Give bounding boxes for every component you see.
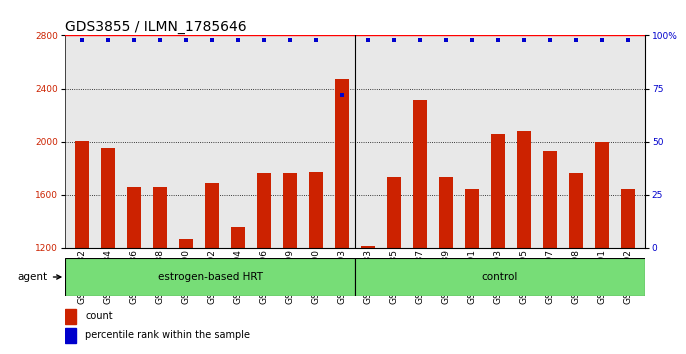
Bar [355, 258, 645, 296]
Bar [153, 187, 167, 354]
Bar [283, 173, 297, 354]
Bar [127, 187, 141, 354]
Bar [621, 189, 635, 354]
Point [493, 37, 504, 42]
Bar [205, 183, 220, 354]
Bar [465, 189, 479, 354]
Text: agent: agent [18, 272, 61, 282]
Point [545, 37, 556, 42]
Bar [179, 239, 193, 354]
Text: GDS3855 / ILMN_1785646: GDS3855 / ILMN_1785646 [65, 21, 247, 34]
Bar [387, 177, 401, 354]
Point [128, 37, 139, 42]
Point [180, 37, 191, 42]
Point [285, 37, 296, 42]
Point [77, 37, 88, 42]
Point [571, 37, 582, 42]
Bar [101, 148, 115, 354]
Text: percentile rank within the sample: percentile rank within the sample [86, 330, 250, 340]
Point [440, 37, 451, 42]
Bar [65, 309, 75, 324]
Bar [413, 101, 427, 354]
Bar [231, 227, 245, 354]
Bar [517, 131, 531, 354]
Bar [309, 172, 323, 354]
Point [206, 37, 217, 42]
Text: count: count [86, 311, 113, 321]
Point [154, 37, 165, 42]
Bar [65, 328, 75, 343]
Point [466, 37, 477, 42]
Text: control: control [482, 272, 518, 282]
Bar [75, 141, 89, 354]
Point [259, 37, 270, 42]
Point [311, 37, 322, 42]
Bar [335, 79, 349, 354]
Point [337, 92, 348, 98]
Bar [543, 151, 557, 354]
Point [414, 37, 425, 42]
Point [362, 37, 373, 42]
Bar [569, 173, 583, 354]
Bar [361, 246, 375, 354]
Point [622, 37, 633, 42]
Bar [439, 177, 453, 354]
Bar [65, 258, 355, 296]
Bar [257, 173, 271, 354]
Bar [490, 133, 505, 354]
Text: estrogen-based HRT: estrogen-based HRT [158, 272, 263, 282]
Point [388, 37, 399, 42]
Point [596, 37, 607, 42]
Point [519, 37, 530, 42]
Bar [595, 142, 609, 354]
Point [233, 37, 244, 42]
Point [103, 37, 114, 42]
